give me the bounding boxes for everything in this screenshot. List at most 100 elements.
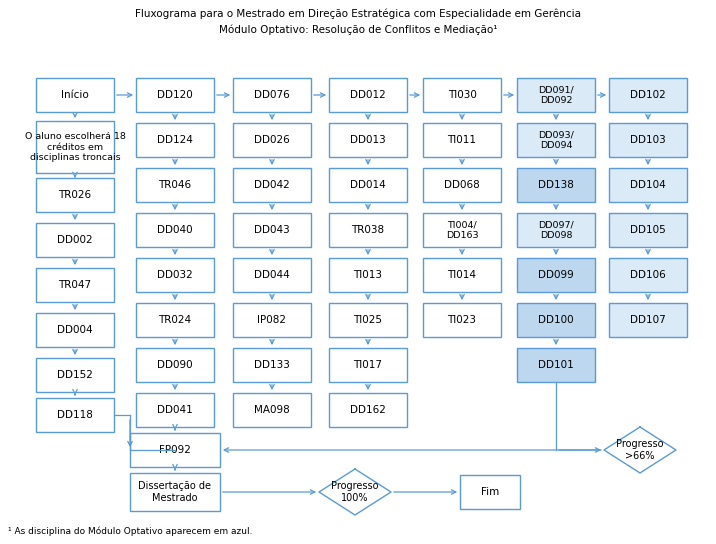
Bar [233, 78, 311, 112]
Bar [329, 213, 407, 247]
Text: DD076: DD076 [254, 90, 290, 100]
Bar [609, 168, 687, 202]
Bar [329, 123, 407, 157]
Bar [233, 213, 311, 247]
Bar [136, 258, 214, 292]
Text: TI017: TI017 [354, 360, 382, 370]
Bar [517, 258, 595, 292]
Text: Progresso
>66%: Progresso >66% [616, 439, 664, 461]
Bar [136, 123, 214, 157]
Bar [36, 313, 114, 347]
Bar [329, 168, 407, 202]
Text: DD103: DD103 [630, 135, 666, 145]
Bar [233, 168, 311, 202]
Text: DD043: DD043 [254, 225, 290, 235]
Bar [36, 268, 114, 302]
Bar [136, 78, 214, 112]
Bar [423, 303, 501, 337]
Bar [36, 78, 114, 112]
Bar [36, 358, 114, 392]
Text: ¹ As disciplina do Módulo Optativo aparecem em azul.: ¹ As disciplina do Módulo Optativo apare… [8, 527, 253, 536]
Text: DD106: DD106 [630, 270, 666, 280]
Text: DD002: DD002 [57, 235, 93, 245]
Bar [136, 168, 214, 202]
Text: TI014: TI014 [448, 270, 477, 280]
Text: DD093/
DD094: DD093/ DD094 [538, 131, 574, 150]
Bar [329, 393, 407, 427]
Text: TI025: TI025 [354, 315, 382, 325]
Text: DD068: DD068 [444, 180, 480, 190]
Text: DD105: DD105 [630, 225, 666, 235]
Text: Início: Início [61, 90, 89, 100]
Bar [136, 213, 214, 247]
Text: DD138: DD138 [538, 180, 574, 190]
Text: DD044: DD044 [254, 270, 290, 280]
Bar [609, 303, 687, 337]
Polygon shape [604, 427, 676, 473]
Text: DD102: DD102 [630, 90, 666, 100]
Text: DD120: DD120 [157, 90, 193, 100]
Text: DD040: DD040 [158, 225, 193, 235]
Bar [329, 258, 407, 292]
Bar [130, 473, 220, 511]
Text: TI004/
DD163: TI004/ DD163 [445, 220, 478, 240]
Text: Fim: Fim [481, 487, 499, 497]
Text: DD032: DD032 [157, 270, 193, 280]
Bar [36, 121, 114, 173]
Text: DD124: DD124 [157, 135, 193, 145]
Bar [130, 433, 220, 467]
Text: DD013: DD013 [350, 135, 386, 145]
Text: DD101: DD101 [538, 360, 574, 370]
Text: FP092: FP092 [159, 445, 191, 455]
Text: DD004: DD004 [57, 325, 93, 335]
Text: DD026: DD026 [254, 135, 290, 145]
Bar [233, 123, 311, 157]
Bar [517, 348, 595, 382]
Text: TI030: TI030 [448, 90, 476, 100]
Text: TI013: TI013 [354, 270, 382, 280]
Text: DD100: DD100 [538, 315, 574, 325]
Bar [233, 348, 311, 382]
Text: Fluxograma para o Mestrado em Direção Estratégica com Especialidade em Gerência: Fluxograma para o Mestrado em Direção Es… [135, 9, 581, 19]
Bar [329, 303, 407, 337]
Bar [423, 213, 501, 247]
Text: DD133: DD133 [254, 360, 290, 370]
Text: DD152: DD152 [57, 370, 93, 380]
Bar [517, 123, 595, 157]
Text: DD107: DD107 [630, 315, 666, 325]
Bar [329, 348, 407, 382]
Bar [423, 258, 501, 292]
Text: DD012: DD012 [350, 90, 386, 100]
Text: DD162: DD162 [350, 405, 386, 415]
Bar [233, 393, 311, 427]
Bar [517, 78, 595, 112]
Text: DD042: DD042 [254, 180, 290, 190]
Text: Progresso
100%: Progresso 100% [332, 481, 379, 503]
Bar [609, 213, 687, 247]
Bar [36, 398, 114, 432]
Text: TR026: TR026 [59, 190, 92, 200]
Text: TR046: TR046 [158, 180, 192, 190]
Text: TR038: TR038 [352, 225, 384, 235]
Polygon shape [319, 469, 391, 515]
Bar [36, 223, 114, 257]
Text: Módulo Optativo: Resolução de Conflitos e Mediação¹: Módulo Optativo: Resolução de Conflitos … [219, 24, 497, 35]
Text: O aluno escolherá 18
créditos em
disciplinas troncais: O aluno escolherá 18 créditos em discipl… [24, 132, 125, 162]
Bar [423, 123, 501, 157]
Text: DD099: DD099 [538, 270, 574, 280]
Bar [609, 78, 687, 112]
Bar [423, 78, 501, 112]
Text: DD091/
DD092: DD091/ DD092 [538, 85, 574, 104]
Text: DD041: DD041 [157, 405, 193, 415]
Bar [609, 123, 687, 157]
Text: TI023: TI023 [448, 315, 477, 325]
Bar [233, 258, 311, 292]
Bar [609, 258, 687, 292]
Bar [460, 475, 520, 509]
Text: IP082: IP082 [258, 315, 286, 325]
Bar [136, 303, 214, 337]
Bar [423, 168, 501, 202]
Text: TR024: TR024 [158, 315, 192, 325]
Bar [517, 213, 595, 247]
Bar [136, 348, 214, 382]
